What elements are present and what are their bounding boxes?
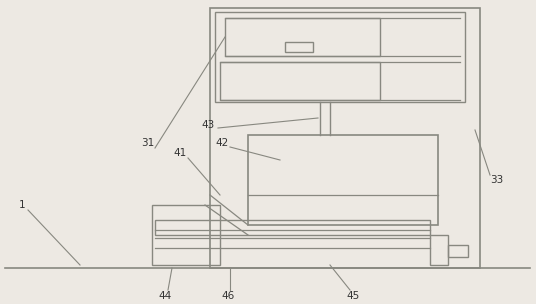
Text: 1: 1 bbox=[19, 200, 25, 210]
Text: 44: 44 bbox=[158, 291, 172, 301]
Text: 31: 31 bbox=[142, 138, 154, 148]
Bar bbox=[152, 205, 220, 265]
Text: 46: 46 bbox=[221, 291, 235, 301]
Text: 33: 33 bbox=[490, 175, 504, 185]
Text: 45: 45 bbox=[346, 291, 360, 301]
Bar bbox=[225, 18, 380, 56]
Bar bbox=[448, 245, 468, 257]
Bar bbox=[155, 220, 430, 235]
Text: 43: 43 bbox=[202, 120, 214, 130]
Bar bbox=[248, 135, 438, 225]
Bar bbox=[210, 8, 480, 268]
Bar bbox=[430, 235, 448, 265]
Bar bbox=[215, 12, 465, 102]
Text: 41: 41 bbox=[173, 148, 187, 158]
Text: 42: 42 bbox=[215, 138, 229, 148]
Bar bbox=[220, 62, 380, 100]
Bar bbox=[285, 42, 313, 52]
